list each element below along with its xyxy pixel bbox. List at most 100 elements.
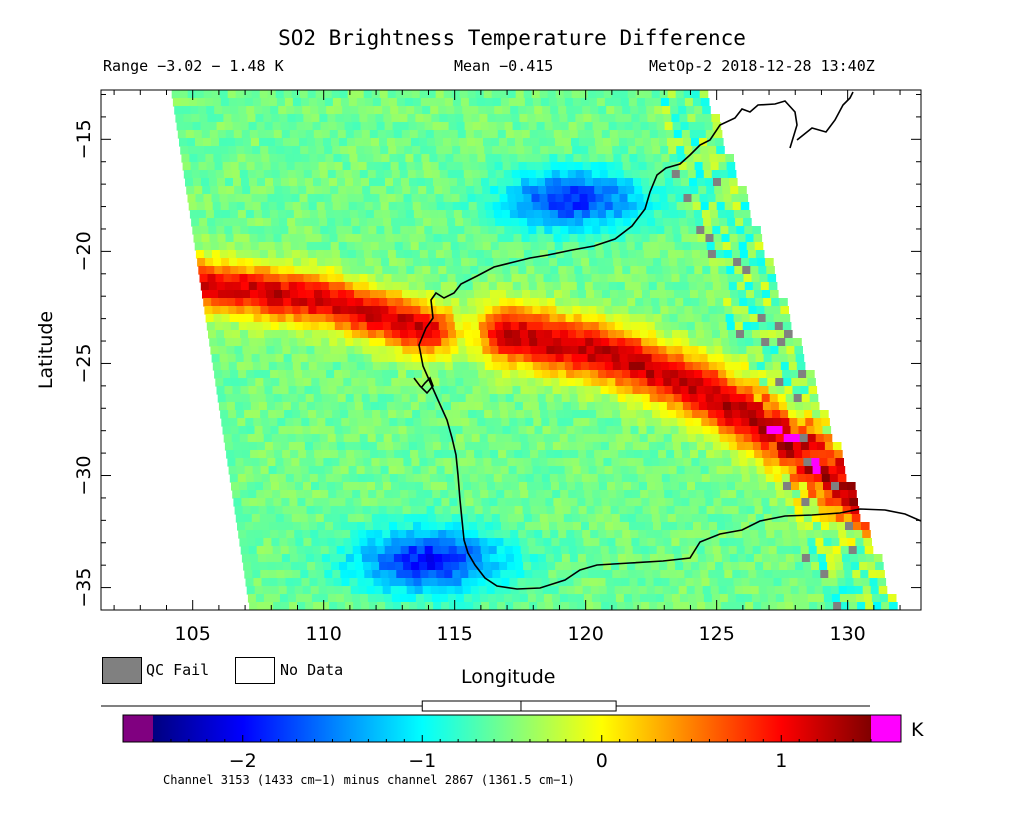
- heatmap-cell: [485, 314, 495, 323]
- heatmap-cell: [659, 298, 668, 307]
- heatmap-cell: [513, 234, 523, 243]
- heatmap-cell: [370, 506, 380, 515]
- heatmap-cell: [582, 586, 592, 595]
- heatmap-cell: [306, 186, 315, 195]
- heatmap-cell: [377, 178, 386, 187]
- heatmap-cell: [463, 482, 472, 491]
- heatmap-cell: [492, 466, 502, 475]
- heatmap-cell: [243, 562, 252, 571]
- heatmap-cell: [495, 594, 505, 603]
- heatmap-cell: [415, 114, 424, 123]
- heatmap-cell: [285, 522, 294, 531]
- heatmap-cell: [444, 410, 453, 419]
- heatmap-cell: [588, 98, 598, 107]
- heatmap-cell: [566, 370, 575, 379]
- heatmap-cell: [687, 594, 697, 603]
- heatmap-cell: [433, 554, 443, 563]
- heatmap-cell: [613, 210, 623, 219]
- heatmap-cell: [664, 442, 674, 451]
- heatmap-cell: [627, 298, 636, 307]
- heatmap-cell: [305, 394, 315, 403]
- heatmap-cell: [384, 282, 394, 291]
- heatmap-cell: [887, 594, 897, 603]
- heatmap-cell: [197, 210, 207, 219]
- heatmap-cell: [188, 146, 197, 155]
- heatmap-cell: [360, 282, 370, 291]
- heatmap-cell: [189, 154, 198, 163]
- heatmap-cell: [693, 258, 702, 267]
- heatmap-cell: [658, 506, 668, 515]
- heatmap-cell: [333, 418, 342, 427]
- heatmap-cell: [838, 586, 848, 595]
- heatmap-cell: [635, 90, 645, 99]
- heatmap-cell: [447, 378, 456, 387]
- heatmap-cell: [396, 146, 405, 155]
- heatmap-cell: [703, 274, 713, 283]
- heatmap-cell: [632, 226, 641, 235]
- heatmap-cell: [698, 450, 707, 459]
- heatmap-cell: [421, 578, 431, 587]
- heatmap-cell: [706, 450, 715, 459]
- heatmap-cell: [597, 578, 607, 587]
- heatmap-cell: [539, 458, 548, 467]
- heatmap-cell: [332, 98, 342, 107]
- heatmap-cell: [724, 202, 734, 211]
- heatmap-cell: [583, 538, 592, 547]
- heatmap-cell: [488, 386, 498, 395]
- heatmap-cell: [703, 482, 712, 491]
- heatmap-cell: [600, 330, 609, 339]
- heatmap-cell: [391, 274, 401, 283]
- heatmap-cell: [573, 418, 582, 427]
- heatmap-cell: [620, 98, 630, 107]
- heatmap-cell: [391, 114, 400, 123]
- heatmap-cell: [542, 322, 552, 331]
- heatmap-cell: [411, 138, 420, 147]
- heatmap-cell: [599, 594, 609, 603]
- heatmap-cell: [336, 386, 346, 395]
- heatmap-cell: [505, 554, 515, 563]
- colorbar-tick-label: −2: [229, 750, 257, 772]
- heatmap-cell: [691, 194, 701, 203]
- heatmap-cell: [589, 314, 599, 323]
- heatmap-cell: [535, 434, 545, 443]
- heatmap-cell: [588, 202, 598, 211]
- heatmap-cell: [693, 522, 702, 531]
- heatmap-cell: [627, 250, 637, 259]
- heatmap-cell: [727, 170, 737, 179]
- heatmap-cell: [360, 386, 370, 395]
- heatmap-cell: [796, 410, 805, 419]
- heatmap-cell: [367, 114, 376, 123]
- heatmap-cell: [549, 258, 558, 267]
- heatmap-cell: [345, 554, 355, 563]
- heatmap-cell: [320, 442, 330, 451]
- heatmap-cell: [308, 306, 317, 315]
- heatmap-cell: [330, 346, 339, 355]
- heatmap-cell: [435, 354, 445, 363]
- heatmap-cell: [420, 570, 429, 579]
- heatmap-cell: [608, 226, 617, 235]
- heatmap-cell: [347, 250, 357, 259]
- heatmap-cell: [468, 466, 478, 475]
- heatmap-cell: [366, 530, 375, 539]
- heatmap-cell: [688, 226, 697, 235]
- heatmap-cell: [263, 114, 272, 123]
- heatmap-cell: [621, 522, 630, 531]
- heatmap-cell: [328, 122, 338, 131]
- heatmap-cell: [789, 578, 799, 587]
- heatmap-cell: [306, 290, 315, 299]
- heatmap-cell: [547, 458, 556, 467]
- heatmap-cell: [577, 554, 587, 563]
- heatmap-cell: [501, 418, 510, 427]
- heatmap-cell: [686, 162, 696, 171]
- heatmap-cell: [505, 178, 514, 187]
- heatmap-cell: [455, 434, 465, 443]
- heatmap-cell: [527, 594, 537, 603]
- heatmap-cell: [221, 210, 231, 219]
- heatmap-cell: [331, 298, 340, 307]
- colorbar-unit-label: K: [911, 719, 924, 741]
- heatmap-cell: [744, 330, 753, 339]
- heatmap-cell: [359, 538, 368, 547]
- heatmap-cell: [675, 90, 685, 99]
- heatmap-cell: [725, 418, 734, 427]
- heatmap-cell: [440, 226, 449, 235]
